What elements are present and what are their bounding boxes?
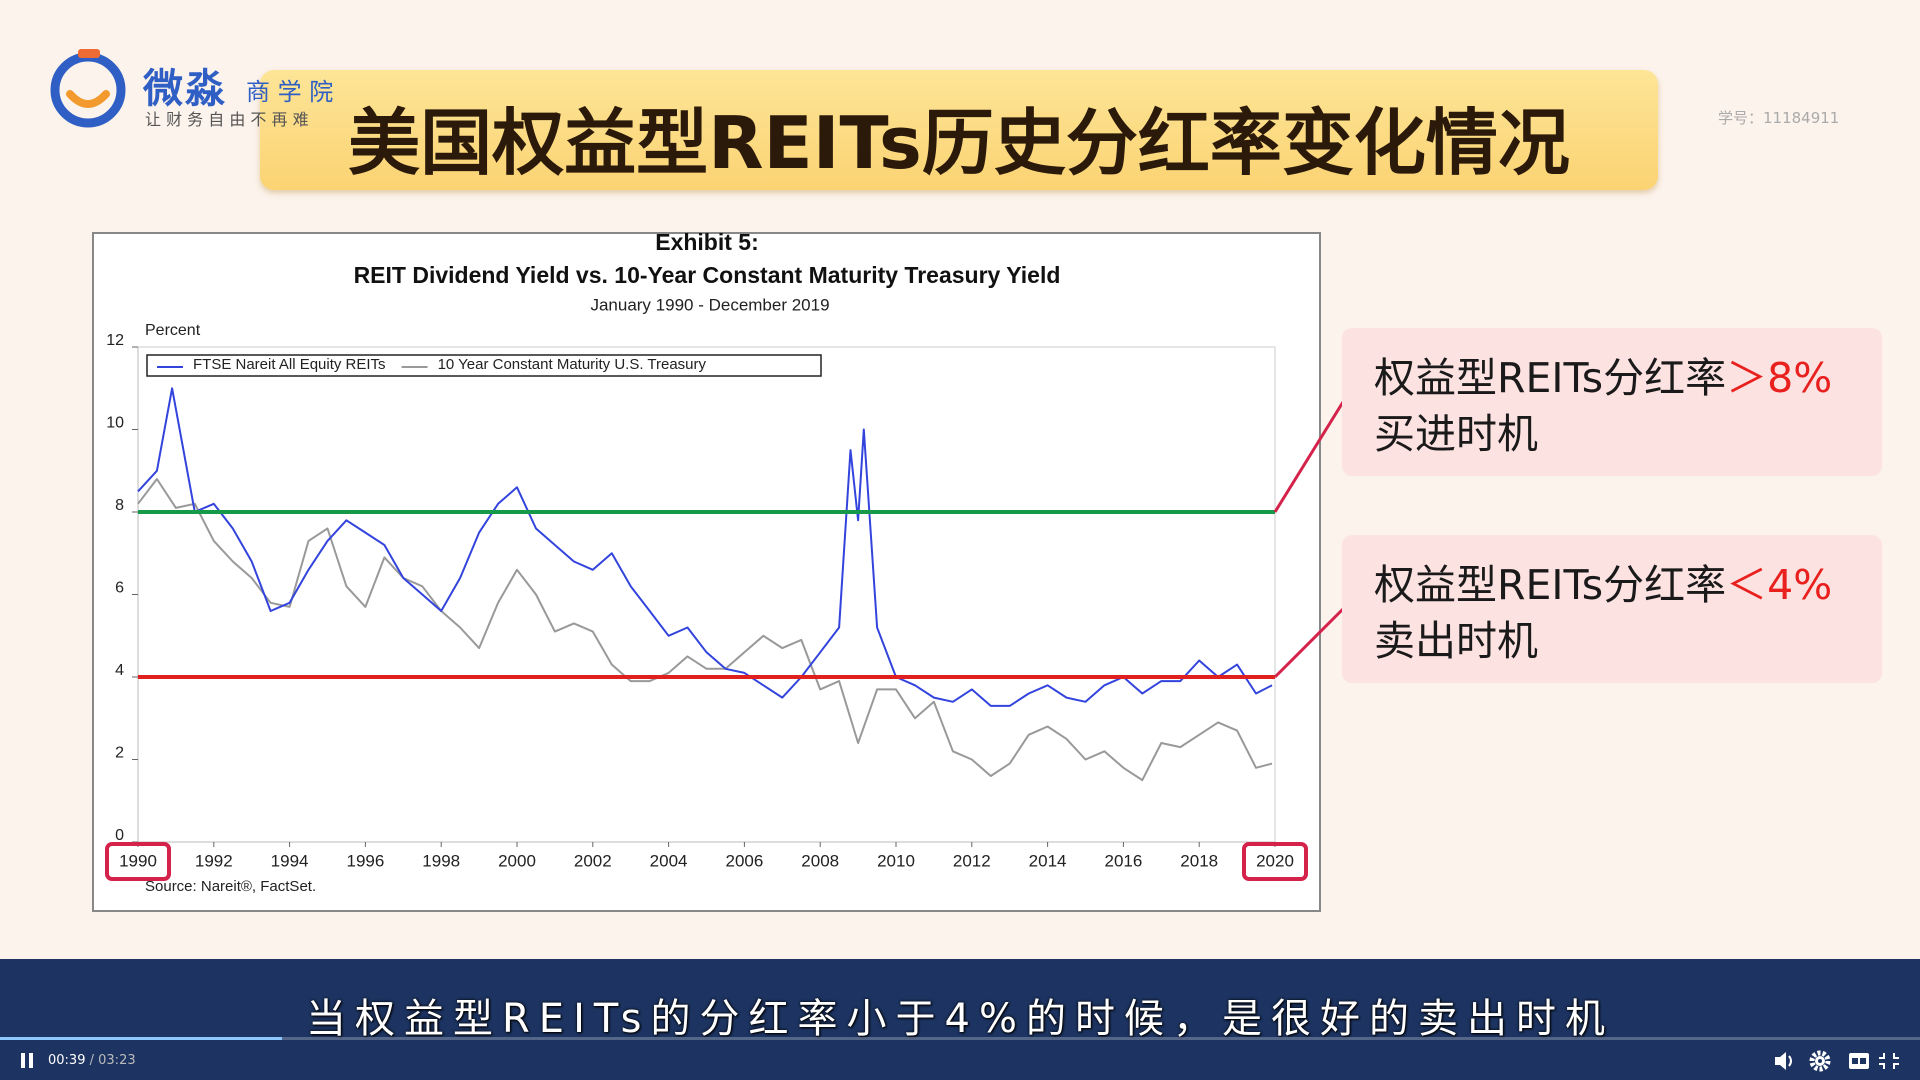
- callout-connector: [1273, 607, 1345, 679]
- y-tick-label: 12: [106, 332, 124, 349]
- title-banner: [260, 70, 1658, 190]
- x-tick-label: 2004: [650, 851, 688, 870]
- y-tick-label: 8: [115, 497, 124, 514]
- pause-bar: [29, 1053, 33, 1068]
- chart-subtitle: REIT Dividend Yield vs. 10-Year Constant…: [354, 262, 1061, 288]
- x-tick-label: 2014: [1029, 851, 1067, 870]
- x-tick-label: 2018: [1180, 851, 1218, 870]
- x-tick-label: 2016: [1104, 851, 1142, 870]
- total-time: 03:23: [98, 1053, 136, 1068]
- time-separator: /: [89, 1053, 94, 1068]
- caption-band: [0, 959, 1920, 1080]
- time-display: 00:39 / 03:23: [48, 1053, 136, 1068]
- logo-icon: [50, 49, 126, 128]
- callout-line: 权益型REITs分红率＜4%: [1374, 551, 1832, 611]
- tick-highlight: [105, 842, 171, 881]
- fullscreen-button[interactable]: [1879, 1053, 1899, 1069]
- current-time: 00:39: [48, 1053, 86, 1068]
- legend-label: 10 Year Constant Maturity U.S. Treasury: [438, 356, 707, 373]
- progress-played: [0, 1037, 282, 1040]
- callout-highlight: ＜4%: [1726, 561, 1833, 609]
- logo-slogan: 让 财 务 自 由 不 再 难: [145, 110, 309, 129]
- settings-button[interactable]: [1809, 1050, 1831, 1072]
- pause-bar: [21, 1053, 25, 1068]
- series-line: [137, 478, 1273, 782]
- x-tick-label: 2012: [953, 851, 991, 870]
- chart-title: Exhibit 5:: [655, 229, 759, 255]
- student-id: 学号：11184911: [1718, 109, 1840, 127]
- player-controls: [1775, 1050, 1899, 1072]
- y-axis-label: Percent: [145, 322, 201, 339]
- y-tick-label: 2: [115, 745, 124, 762]
- callout-highlight: ＞8%: [1726, 354, 1833, 402]
- callout-connector: [1273, 401, 1345, 513]
- chart-date-range: January 1990 - December 2019: [590, 295, 829, 314]
- x-tick-label: 1996: [346, 851, 384, 870]
- y-tick-label: 10: [106, 415, 124, 432]
- logo-school: 商 学 院: [246, 78, 334, 106]
- callout-action: 卖出时机: [1374, 617, 1538, 665]
- caption: 当权益型REITs的分红率小于4%的时候，是很好的卖出时机: [306, 996, 1614, 1042]
- legend-label: FTSE Nareit All Equity REITs: [193, 356, 386, 373]
- callout-text: 权益型REITs分红率: [1374, 354, 1727, 402]
- logo-top: [78, 49, 100, 58]
- x-tick-label: 1994: [271, 851, 309, 870]
- pause-button[interactable]: [18, 1051, 38, 1071]
- callout: 权益型REITs分红率＞8% 买进时机: [1342, 328, 1882, 476]
- y-tick-label: 4: [115, 662, 124, 679]
- logo-smile: [66, 90, 110, 108]
- captions-button[interactable]: [1849, 1053, 1869, 1069]
- x-tick-label: 2002: [574, 851, 612, 870]
- legend-box: [146, 354, 822, 377]
- x-tick-label: 2008: [801, 851, 839, 870]
- series-line: [137, 387, 1273, 707]
- legend: FTSE Nareit All Equity REITs 10 Year Cons…: [146, 354, 822, 377]
- callout: 权益型REITs分红率＜4% 卖出时机: [1342, 535, 1882, 683]
- x-tick-label: 2000: [498, 851, 536, 870]
- x-tick-label: 2010: [877, 851, 915, 870]
- progress-bar[interactable]: [0, 1037, 1920, 1040]
- x-tick-label: 2020: [1256, 851, 1294, 870]
- y-tick-label: 0: [115, 827, 124, 844]
- callout-action: 买进时机: [1374, 410, 1538, 458]
- chart-source: Source: Nareit®, FactSet.: [145, 878, 316, 895]
- y-tick-label: 6: [115, 580, 124, 597]
- x-tick-label: 2006: [725, 851, 763, 870]
- x-tick-label: 1992: [195, 851, 233, 870]
- callout-text: 权益型REITs分红率: [1374, 561, 1727, 609]
- chart-frame: [92, 232, 1321, 912]
- slide-title: 美国权益型REITs历史分红率变化情况: [348, 101, 1570, 185]
- callout-line: 权益型REITs分红率＞8%: [1374, 344, 1832, 404]
- tick-highlight: [1242, 842, 1308, 881]
- x-tick-label: 1990: [119, 851, 157, 870]
- volume-button[interactable]: [1775, 1052, 1792, 1070]
- x-tick-label: 1998: [422, 851, 460, 870]
- logo-name: 微淼: [143, 66, 227, 112]
